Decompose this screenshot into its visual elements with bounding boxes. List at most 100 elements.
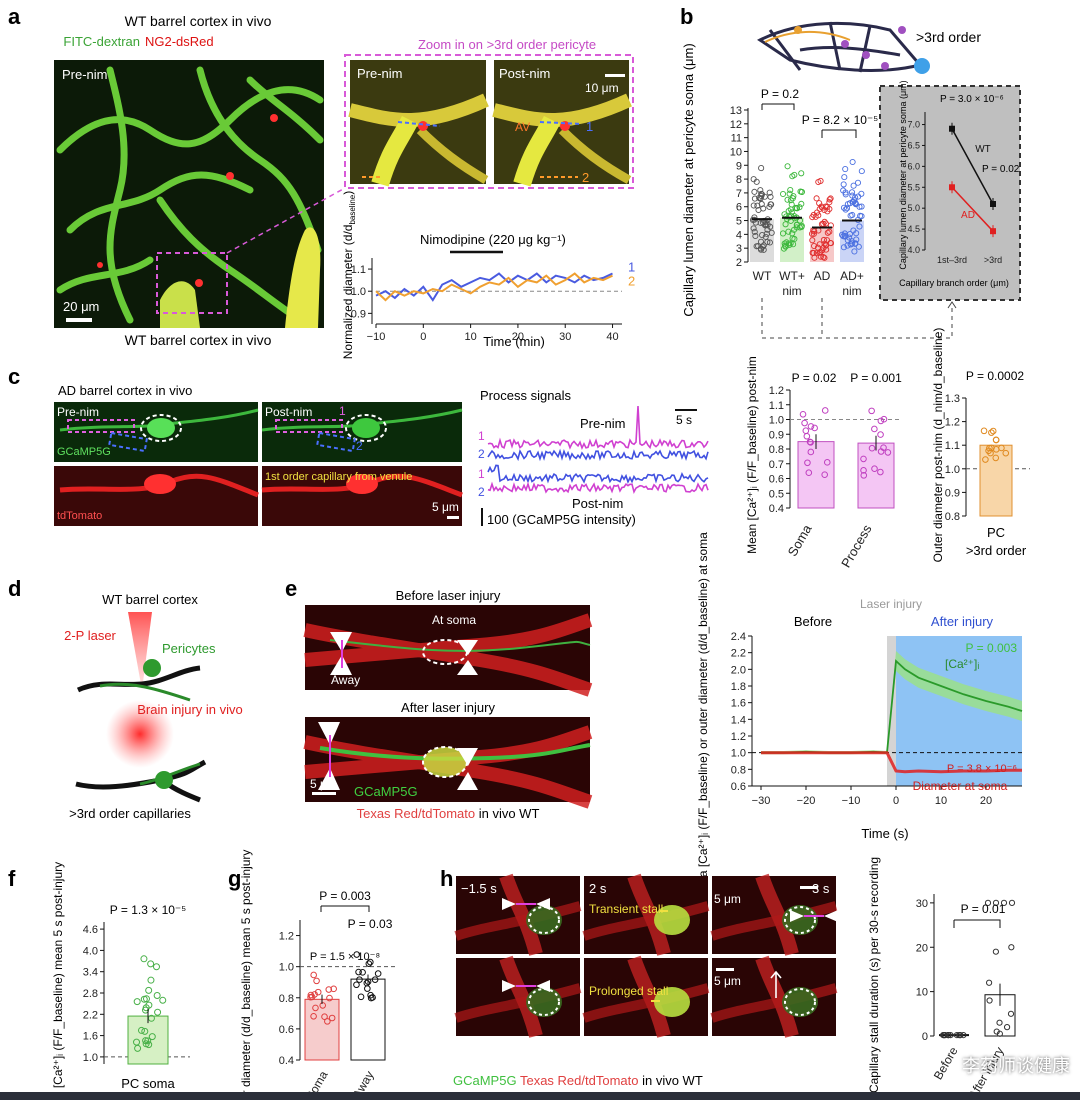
chart-b-point [816, 205, 823, 213]
chart-b-point [858, 213, 865, 220]
c-od-point [998, 444, 1005, 452]
g-ytick-label: 0.8 [279, 993, 294, 1005]
legend-fitc: FITC-dextran [63, 34, 140, 49]
e-xtick-label: 20 [980, 795, 992, 807]
panel-g-label: g [228, 866, 241, 891]
f-point [154, 1008, 162, 1016]
c-bar-point [807, 448, 815, 456]
chart-b-point [853, 230, 860, 237]
c-trace-2 [487, 464, 709, 485]
chart-b-point [808, 230, 816, 237]
c-od-ytick-label: 1.3 [945, 393, 960, 405]
h-point-after [992, 899, 1000, 906]
f-point [141, 1027, 149, 1035]
chart-b-p1: P = 0.2 [761, 87, 799, 101]
h-t5: 2 s [589, 1044, 607, 1059]
e-ytick-label: 0.8 [731, 764, 746, 776]
f-point [147, 960, 155, 968]
inset-ytick-label: 5.5 [907, 182, 920, 192]
h-point-after [1008, 944, 1015, 951]
h-point-after [1000, 899, 1008, 906]
h-soma-outline [528, 906, 560, 934]
chart-b-point [758, 190, 765, 197]
panel-c-bar: Mean [Ca²⁺]ᵢ (F/F_baseline) post-nim 1.2… [745, 356, 902, 570]
h-xlabel: Before [931, 1044, 961, 1082]
h-point-after [1008, 899, 1016, 906]
chart-b-ylabel: Capillary lumen diameter at pericyte som… [681, 43, 696, 316]
g-point [324, 1018, 331, 1025]
f-ytick-label: 2.2 [83, 1009, 98, 1021]
g-point [353, 981, 360, 989]
h-vessel [499, 873, 543, 956]
chart-a-xtick-label: 20 [512, 331, 524, 343]
panel-d-label: d [8, 576, 21, 601]
chart-b-point [784, 196, 791, 203]
g-point [312, 1004, 319, 1012]
c-bar-ytick-label: 0.5 [769, 488, 784, 500]
g-point [330, 985, 337, 993]
e-xtick-label: 0 [893, 795, 899, 807]
h-ylabel: Capillary stall duration (s) per 30-s re… [867, 857, 881, 1093]
c-bar-point [860, 455, 867, 463]
chart-a-title: Nimodipine (220 μg kg⁻¹) [420, 232, 566, 247]
watermark: 李药师谈健康 [962, 1056, 1070, 1077]
chart-b-point [858, 203, 865, 210]
f-ytick-label: 1.0 [83, 1052, 98, 1064]
e-diam-series [761, 751, 1022, 774]
c-cap-label: 1st order capillary from venule [265, 471, 412, 483]
chart-b-point [798, 200, 805, 207]
chart-b-point [840, 181, 847, 188]
h-transient: Transient stall [589, 902, 663, 916]
g-point [369, 994, 376, 1001]
panel-c-label: c [8, 364, 20, 389]
c-mark-1: 1 [339, 404, 346, 418]
e-ca-label: [Ca²⁺]ᵢ [945, 657, 979, 671]
chart-b-point [858, 168, 865, 175]
chart-a-ytick-label: 0.9 [351, 308, 366, 320]
inset-ytick-label: 4.5 [907, 224, 920, 234]
chart-a-xtick-label: −10 [367, 331, 386, 343]
panel-c-od: Outer diameter post-nim (d_nim/d_baselin… [931, 328, 1030, 562]
chart-b-point [817, 253, 824, 260]
c-bar-point [871, 425, 878, 433]
panel-e-label: e [285, 576, 297, 601]
f-ytick-label: 3.4 [83, 967, 98, 979]
g-point [307, 993, 314, 1001]
c-post-label: Post-nim [265, 405, 312, 419]
h-soma [782, 987, 818, 1017]
g-point [326, 994, 333, 1002]
c-bar-xlabel: Soma [785, 521, 815, 559]
h-vessel-2 [582, 983, 710, 1023]
e-ytick-label: 1.6 [731, 698, 746, 710]
chart-b-xlabel: WT [753, 269, 772, 283]
chart-b-point [793, 204, 800, 212]
panel-a-image: 20 μm Pre-nim [54, 60, 324, 328]
c-bar-point [860, 472, 868, 479]
c-bar-point [868, 407, 875, 415]
f-point [145, 986, 153, 994]
c-trace-label-1a: 1 [478, 429, 485, 443]
chart-b-point [798, 188, 805, 196]
c-bar-point [880, 415, 888, 423]
c-od-point [992, 436, 1000, 444]
f-point [152, 963, 160, 971]
g-p-right: P = 0.03 [348, 917, 393, 931]
chart-b-point [788, 209, 795, 216]
e-ytick-label: 2.0 [731, 664, 746, 676]
panel-b-label: b [680, 4, 693, 29]
h-t2: 2 s [589, 881, 607, 896]
chart-b-point [826, 228, 833, 235]
chart-b-point [820, 254, 827, 261]
c-bar-point [871, 465, 878, 473]
c-gcamp-label: GCaMP5G [57, 446, 111, 458]
chart-b-point [767, 223, 774, 230]
d-laser: 2-P laser [64, 628, 116, 643]
panel-b-order: >3rd order [916, 29, 981, 45]
c-tdtomato-label: tdTomato [57, 510, 102, 522]
c-bar-ylabel: Mean [Ca²⁺]ᵢ (F/F_baseline) post-nim [745, 356, 759, 554]
chart-b-point [822, 203, 829, 210]
d-injury: Brain injury in vivo [137, 702, 243, 717]
chart-b-point [779, 230, 787, 237]
h-t4: −3.5 s [461, 1044, 497, 1059]
